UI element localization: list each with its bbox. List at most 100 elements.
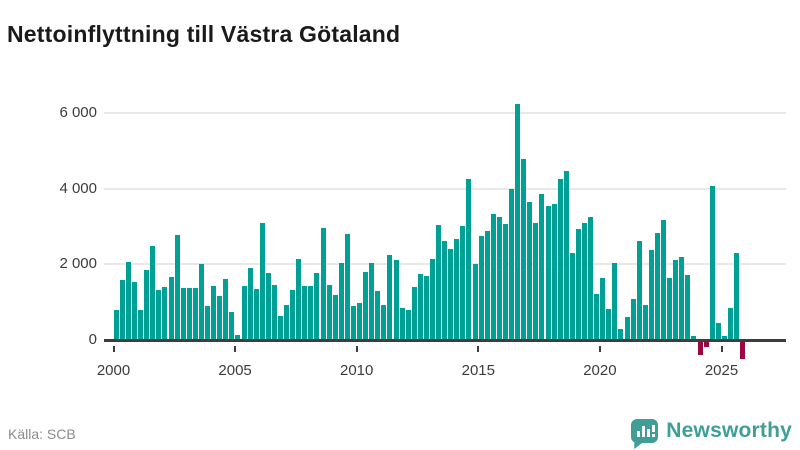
bar-2023-q2	[679, 257, 685, 339]
bar-2023-q3	[685, 274, 691, 339]
bar-2003-q1	[186, 288, 192, 339]
bar-2004-q2	[217, 296, 223, 339]
bar-2008-q4	[326, 285, 332, 339]
bar-2013-q1	[430, 258, 435, 339]
bar-2008-q3	[320, 228, 326, 339]
bar-2019-q3	[588, 217, 593, 339]
bar-2014-q3	[466, 179, 472, 339]
bar-2022-q2	[654, 232, 660, 339]
bar-2007-q1	[284, 304, 289, 339]
logo-bar-3	[647, 429, 651, 437]
bar-2002-q3	[174, 234, 180, 339]
x-tick-label-2015: 2015	[461, 362, 495, 379]
brand-name-label: Newsworthy	[666, 419, 792, 442]
bar-2017-q4	[545, 206, 551, 339]
bar-2008-q1	[308, 286, 314, 339]
newsworthy-brand[interactable]: Newsworthy	[631, 415, 792, 449]
gridline-6000	[104, 111, 786, 114]
bar-2007-q3	[296, 259, 302, 339]
bar-2001-q1	[138, 309, 144, 339]
bar-2023-q1	[673, 260, 679, 339]
bar-2007-q2	[290, 290, 296, 339]
bar-2002-q1	[162, 286, 168, 339]
bar-2010-q4	[375, 290, 381, 339]
x-tick-2010	[355, 346, 358, 352]
bar-2020-q1	[600, 278, 606, 339]
gridline-4000	[104, 187, 786, 190]
bar-2024-q1	[697, 341, 703, 355]
bar-2016-q1	[502, 224, 508, 339]
bar-2005-q3	[247, 267, 253, 339]
x-tick-2025	[720, 346, 723, 352]
bar-2005-q2	[241, 286, 247, 339]
bar-2001-q2	[144, 270, 150, 339]
x-tick-label-2020: 2020	[583, 362, 617, 379]
bar-2017-q2	[533, 223, 539, 339]
y-tick-label-6000: 6 000	[59, 103, 97, 121]
page-title: Nettoinflyttning till Västra Götaland	[7, 21, 401, 48]
bar-2021-q3	[636, 240, 642, 339]
bar-2000-q2	[119, 279, 125, 339]
x-tick-label-2005: 2005	[218, 362, 252, 379]
bar-2003-q4	[205, 306, 210, 339]
bar-2018-q4	[569, 253, 575, 339]
bar-2021-q1	[624, 317, 630, 339]
logo-exclamation-stem	[652, 425, 656, 432]
bar-2015-q1	[478, 236, 484, 339]
bar-2017-q3	[539, 193, 545, 339]
x-tick-2000	[112, 346, 115, 352]
bar-2020-q4	[618, 328, 624, 339]
x-tick-label-2010: 2010	[340, 362, 374, 379]
bar-2014-q1	[454, 238, 460, 339]
bar-2009-q1	[332, 295, 338, 339]
net-migration-bar-chart: 0 2 000 4 000 6 000 2000 2005 2010 2015 2020 2025	[59, 103, 786, 379]
bar-2012-q3	[417, 274, 423, 339]
bar-2008-q2	[314, 272, 320, 339]
bar-2016-q3	[515, 103, 521, 339]
bar-2022-q3	[661, 219, 666, 339]
bar-2020-q3	[612, 263, 618, 340]
x-tick-label-2025: 2025	[704, 362, 739, 379]
bar-2016-q4	[521, 159, 527, 339]
bar-2012-q2	[411, 286, 417, 339]
bar-2018-q1	[551, 204, 557, 339]
bar-2010-q3	[369, 262, 375, 339]
bar-2021-q2	[630, 299, 636, 339]
bar-2025-q2	[727, 307, 733, 339]
bar-2024-q3	[709, 185, 715, 339]
bar-2018-q3	[563, 171, 569, 339]
bar-2024-q2	[703, 341, 709, 348]
bar-2017-q1	[527, 201, 533, 339]
bar-2001-q3	[150, 246, 156, 339]
bar-2009-q4	[350, 306, 356, 339]
bar-2015-q3	[490, 214, 496, 339]
source-label: Källa: SCB	[8, 426, 76, 442]
bar-2014-q4	[472, 264, 478, 339]
logo-bar-2	[642, 426, 646, 437]
bar-2002-q2	[168, 276, 174, 339]
x-tick-label-2000: 2000	[96, 362, 131, 379]
bar-2018-q2	[557, 178, 563, 339]
bar-2004-q4	[229, 312, 235, 339]
bar-2011-q1	[381, 305, 387, 339]
logo-exclamation-dot	[652, 434, 656, 437]
bar-2000-q4	[132, 281, 137, 339]
bar-2010-q1	[357, 303, 362, 339]
bar-2012-q4	[423, 275, 429, 339]
y-tick-label-4000: 4 000	[59, 179, 97, 197]
bar-2000-q1	[113, 309, 119, 339]
bar-2013-q3	[442, 240, 448, 339]
logo-bar-1	[637, 431, 641, 437]
bar-2011-q4	[399, 308, 405, 339]
bar-2005-q4	[253, 289, 259, 339]
bar-2002-q4	[180, 288, 186, 339]
bar-2006-q1	[259, 223, 265, 339]
bar-2007-q4	[302, 286, 308, 339]
bar-2022-q1	[648, 250, 654, 339]
x-tick-2005	[234, 346, 237, 352]
bar-2003-q3	[198, 264, 204, 339]
bar-2003-q2	[192, 288, 198, 339]
x-tick-2015	[477, 346, 480, 352]
newsworthy-logo-icon	[631, 419, 659, 449]
x-axis-zero-line	[104, 338, 786, 342]
